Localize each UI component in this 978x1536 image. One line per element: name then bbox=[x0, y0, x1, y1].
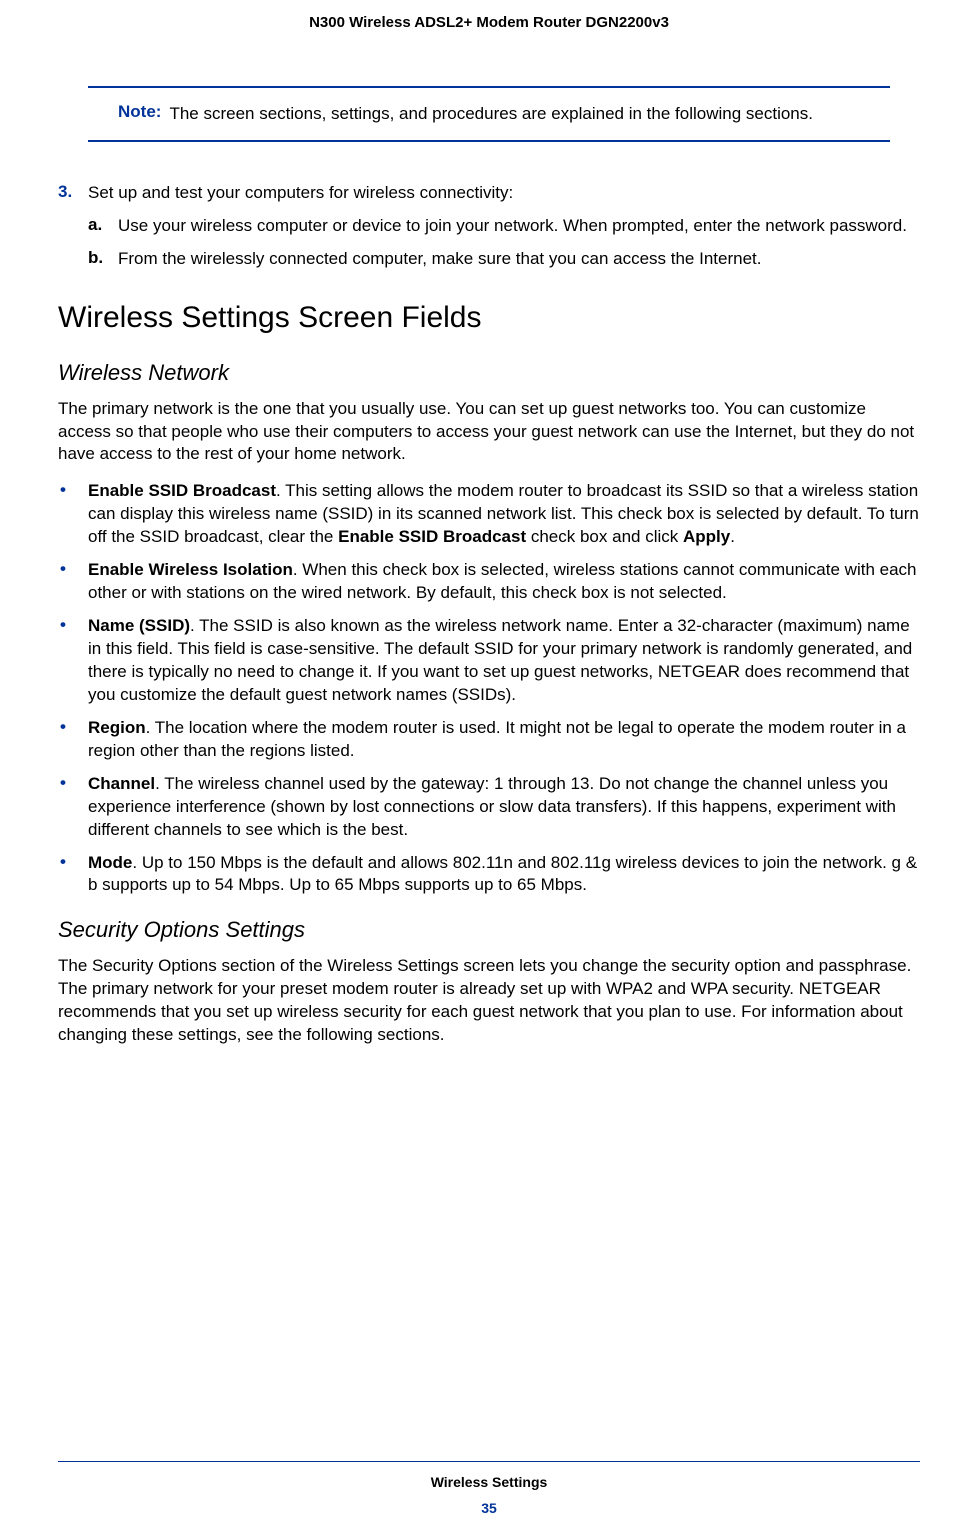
page-header: N300 Wireless ADSL2+ Modem Router DGN220… bbox=[0, 0, 978, 86]
body-text: . The SSID is also known as the wireless… bbox=[88, 616, 912, 704]
footer-section-title: Wireless Settings bbox=[58, 1474, 920, 1490]
step-3: 3. Set up and test your computers for wi… bbox=[58, 182, 920, 205]
substep-marker: a. bbox=[88, 215, 118, 238]
substep-text: From the wirelessly connected computer, … bbox=[118, 248, 761, 271]
bold-term: Enable Wireless Isolation bbox=[88, 560, 293, 579]
step-3a: a. Use your wireless computer or device … bbox=[88, 215, 920, 238]
bullet-marker-icon: • bbox=[58, 559, 88, 605]
note-label: Note: bbox=[118, 102, 161, 121]
subsection-security-options: Security Options Settings bbox=[58, 917, 920, 943]
bullet-text: Mode. Up to 150 Mbps is the default and … bbox=[88, 852, 920, 898]
step-text: Set up and test your computers for wirel… bbox=[88, 182, 513, 205]
note-box: Note: The screen sections, settings, and… bbox=[88, 86, 890, 142]
subsection-wireless-network: Wireless Network bbox=[58, 360, 920, 386]
bullet-ssid-broadcast: • Enable SSID Broadcast. This setting al… bbox=[58, 480, 920, 549]
footer-page-number: 35 bbox=[58, 1500, 920, 1516]
bullet-marker-icon: • bbox=[58, 852, 88, 898]
bullet-marker-icon: • bbox=[58, 615, 88, 707]
bold-term: Channel bbox=[88, 774, 155, 793]
body-text: . The location where the modem router is… bbox=[88, 718, 906, 760]
body-text: . Up to 150 Mbps is the default and allo… bbox=[88, 853, 917, 895]
substep-text: Use your wireless computer or device to … bbox=[118, 215, 907, 238]
bullet-name-ssid: • Name (SSID). The SSID is also known as… bbox=[58, 615, 920, 707]
step-3b: b. From the wirelessly connected compute… bbox=[88, 248, 920, 271]
bullet-channel: • Channel. The wireless channel used by … bbox=[58, 773, 920, 842]
bold-term: Enable SSID Broadcast bbox=[338, 527, 526, 546]
bold-term: Region bbox=[88, 718, 146, 737]
bold-term: Enable SSID Broadcast bbox=[88, 481, 276, 500]
body-text: . bbox=[730, 527, 735, 546]
bullet-text: Name (SSID). The SSID is also known as t… bbox=[88, 615, 920, 707]
bullet-text: Enable Wireless Isolation. When this che… bbox=[88, 559, 920, 605]
bullet-marker-icon: • bbox=[58, 773, 88, 842]
bold-term: Name (SSID) bbox=[88, 616, 190, 635]
security-paragraph: The Security Options section of the Wire… bbox=[58, 955, 920, 1047]
bullet-isolation: • Enable Wireless Isolation. When this c… bbox=[58, 559, 920, 605]
bullet-text: Channel. The wireless channel used by th… bbox=[88, 773, 920, 842]
bullet-marker-icon: • bbox=[58, 480, 88, 549]
page-content: Note: The screen sections, settings, and… bbox=[0, 86, 978, 1047]
footer-divider bbox=[58, 1461, 920, 1462]
network-intro-paragraph: The primary network is the one that you … bbox=[58, 398, 920, 467]
bullet-text: Region. The location where the modem rou… bbox=[88, 717, 920, 763]
page-footer: Wireless Settings 35 bbox=[0, 1461, 978, 1516]
section-heading-fields: Wireless Settings Screen Fields bbox=[58, 301, 920, 335]
bullet-region: • Region. The location where the modem r… bbox=[58, 717, 920, 763]
note-text: The screen sections, settings, and proce… bbox=[169, 102, 813, 126]
bold-term: Mode bbox=[88, 853, 132, 872]
body-text: . The wireless channel used by the gatew… bbox=[88, 774, 896, 839]
bullet-marker-icon: • bbox=[58, 717, 88, 763]
bullet-mode: • Mode. Up to 150 Mbps is the default an… bbox=[58, 852, 920, 898]
body-text: check box and click bbox=[526, 527, 683, 546]
step-marker: 3. bbox=[58, 182, 88, 205]
bold-term: Apply bbox=[683, 527, 730, 546]
bullet-text: Enable SSID Broadcast. This setting allo… bbox=[88, 480, 920, 549]
substep-marker: b. bbox=[88, 248, 118, 271]
